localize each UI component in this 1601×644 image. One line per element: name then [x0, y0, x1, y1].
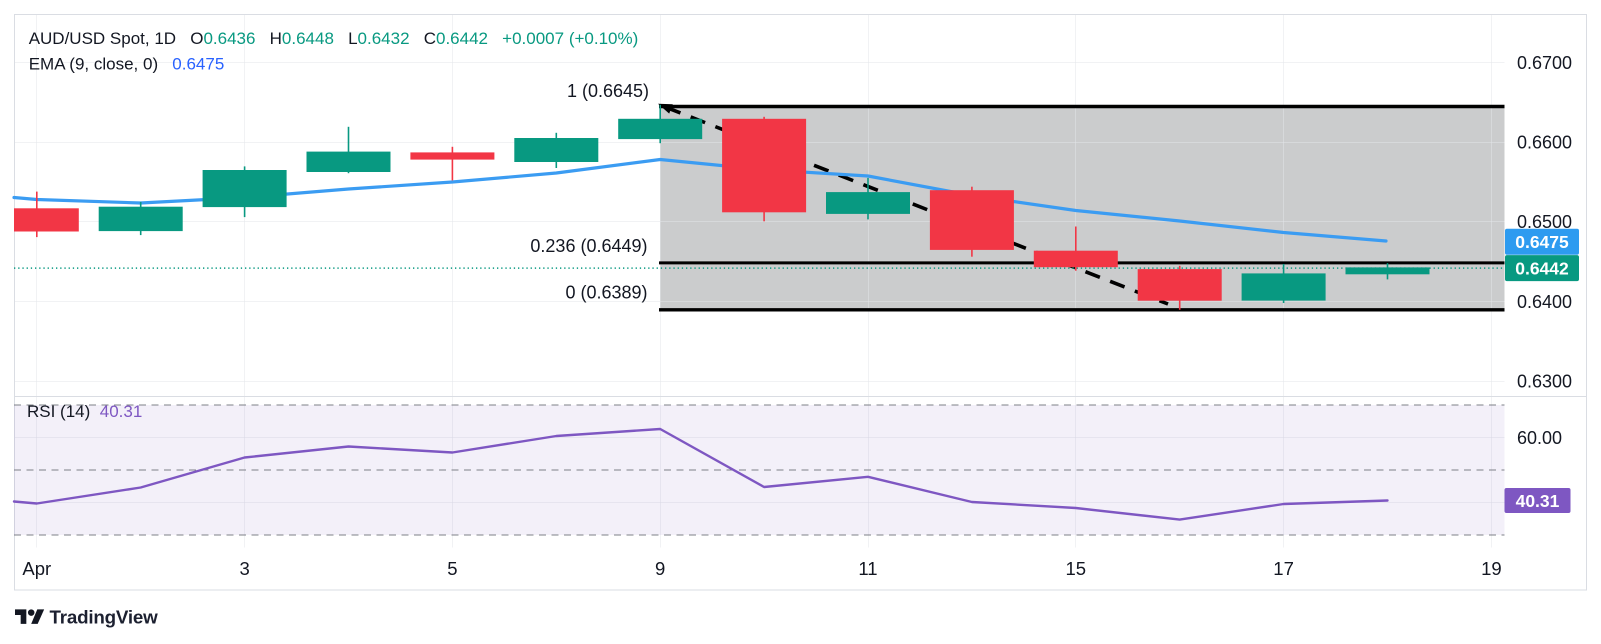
svg-text:RSI (14) 40.31: RSI (14) 40.31: [27, 402, 142, 421]
svg-text:3: 3: [239, 558, 249, 579]
svg-text:0.6600: 0.6600: [1517, 133, 1572, 153]
svg-text:0.6475: 0.6475: [1515, 232, 1569, 252]
svg-text:1 (0.6645): 1 (0.6645): [567, 81, 649, 101]
svg-text:0.6442: 0.6442: [1515, 258, 1569, 278]
svg-text:0.236 (0.6449): 0.236 (0.6449): [530, 236, 647, 256]
svg-text:0.6500: 0.6500: [1517, 212, 1572, 232]
svg-text:Apr: Apr: [22, 558, 51, 579]
svg-text:EMA (9, close, 0) 0.6475: EMA (9, close, 0) 0.6475: [29, 55, 225, 74]
svg-text:11: 11: [858, 558, 877, 579]
svg-text:15: 15: [1066, 558, 1087, 579]
svg-text:9: 9: [655, 558, 665, 579]
svg-text:5: 5: [447, 558, 457, 579]
svg-text:AUD/USD Spot, 1D O0.6436 H: AUD/USD Spot, 1D O0.6436 H0.6448 L0.6432…: [29, 29, 639, 48]
svg-text:0.6300: 0.6300: [1517, 371, 1572, 391]
svg-text:40.31: 40.31: [1516, 491, 1560, 511]
svg-text:19: 19: [1481, 558, 1502, 579]
svg-text:0.6700: 0.6700: [1517, 53, 1572, 73]
svg-text:0.6400: 0.6400: [1517, 292, 1572, 312]
svg-text:60.00: 60.00: [1517, 428, 1562, 448]
svg-text:0 (0.6389): 0 (0.6389): [565, 283, 647, 303]
svg-text:TradingView: TradingView: [50, 607, 159, 628]
svg-text:17: 17: [1273, 558, 1294, 579]
